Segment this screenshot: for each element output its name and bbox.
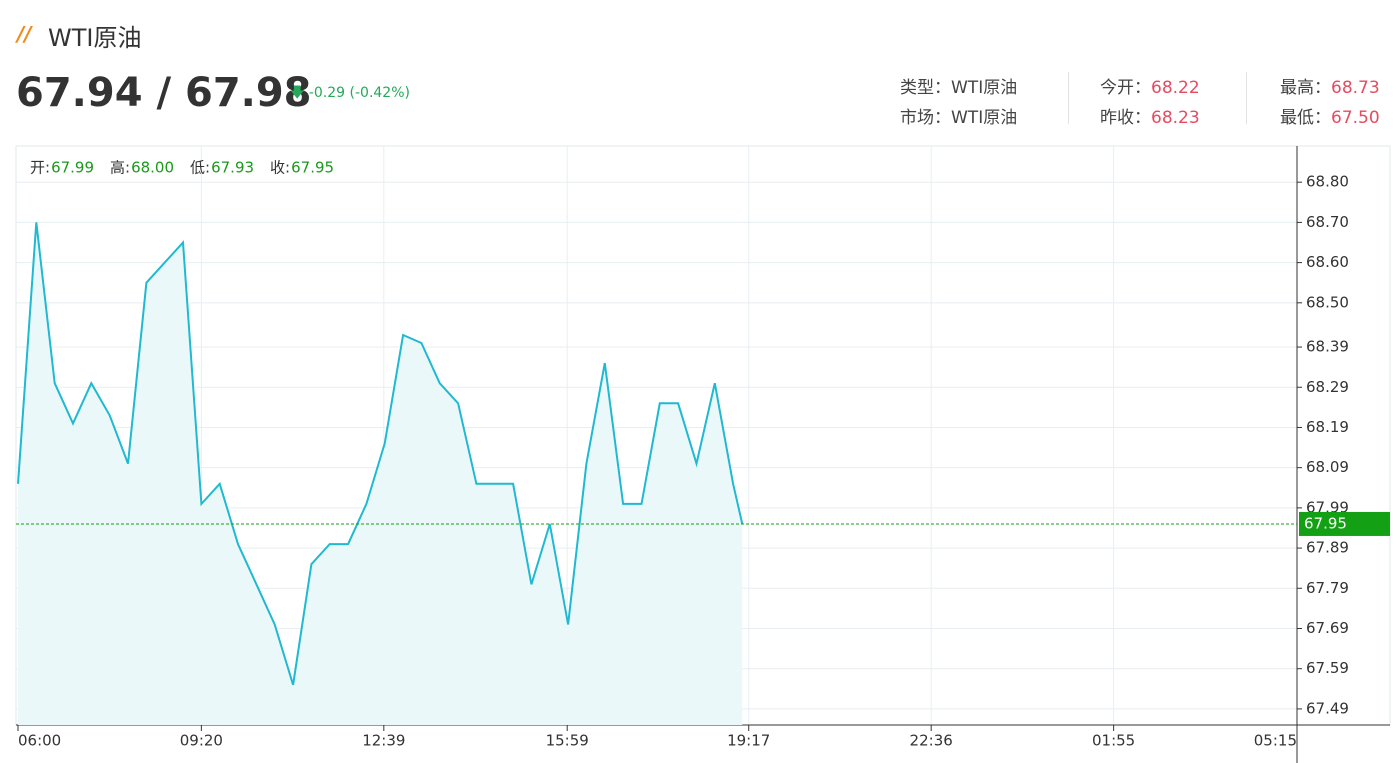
ohlc-label: 开: — [30, 159, 50, 177]
icon: // — [17, 22, 32, 46]
info-label: 今开： — [1100, 78, 1151, 98]
ohlc-label: 低: — [190, 159, 210, 177]
y-tick-label: 68.29 — [1306, 378, 1349, 396]
ohlc-value: 67.95 — [291, 159, 334, 177]
y-tick-label: 68.60 — [1306, 253, 1349, 271]
header: // WTI原油 67.94 / 67.98 🡇 -0.29 (-0.42%) … — [0, 0, 1398, 146]
x-tick-label: 19:17 — [727, 732, 770, 750]
y-tick-label: 68.09 — [1306, 458, 1349, 476]
change-value: -0.29 (-0.42%) — [308, 85, 410, 101]
info-item: 市场：WTI原油 — [900, 103, 1017, 128]
ohlc-label: 高: — [110, 159, 130, 177]
ohlc-value: 68.00 — [131, 159, 174, 177]
y-tick-label: 68.80 — [1306, 173, 1349, 191]
last-price-label: 67.95 — [1304, 514, 1347, 532]
y-tick-label: 68.19 — [1306, 418, 1349, 436]
y-tick-label: 67.79 — [1306, 579, 1349, 597]
separator — [1246, 72, 1247, 124]
info-value: 68.22 — [1151, 78, 1200, 98]
info-label: 最高： — [1280, 78, 1331, 98]
y-tick-label: 67.89 — [1306, 539, 1349, 557]
x-tick-label: 05:15 — [1254, 732, 1297, 750]
info-value: WTI原油 — [951, 78, 1018, 98]
title: WTI原油 — [48, 24, 142, 52]
info-label: 昨收： — [1100, 108, 1151, 128]
change: 🡇 -0.29 (-0.42%) — [290, 85, 410, 101]
info-item: 类型：WTI原油 — [900, 73, 1017, 98]
ohlc-value: 67.93 — [211, 159, 254, 177]
info-value: 67.50 — [1331, 108, 1380, 128]
y-tick-label: 67.69 — [1306, 619, 1349, 637]
ohlc-value: 67.99 — [51, 159, 94, 177]
x-tick-label: 12:39 — [362, 732, 405, 750]
x-tick-label: 06:00 — [18, 732, 61, 750]
y-tick-label: 68.70 — [1306, 213, 1349, 231]
info-label: 最低： — [1280, 108, 1331, 128]
y-tick-label: 67.59 — [1306, 659, 1349, 677]
price: 67.94 / 67.98 — [16, 70, 312, 116]
info-item: 最低：67.50 — [1280, 103, 1380, 128]
area — [18, 222, 743, 725]
y-tick-label: 68.50 — [1306, 293, 1349, 311]
x-tick-label: 15:59 — [546, 732, 589, 750]
info-value: 68.23 — [1151, 108, 1200, 128]
separator — [1068, 72, 1069, 124]
info-item: 今开：68.22 — [1100, 73, 1200, 98]
x-tick-label: 09:20 — [180, 732, 223, 750]
info-label: 类型： — [900, 78, 951, 98]
x-tick-label: 22:36 — [910, 732, 953, 750]
ohlc-label: 收: — [270, 159, 290, 177]
y-tick-label: 67.49 — [1306, 699, 1349, 717]
y-tick-label: 68.39 — [1306, 338, 1349, 356]
info-item: 最高：68.73 — [1280, 73, 1380, 98]
info-value: WTI原油 — [951, 108, 1018, 128]
price-line — [17, 222, 744, 686]
info-value: 68.73 — [1331, 78, 1380, 98]
last-price-box — [1299, 511, 1390, 536]
info-item: 昨收：68.23 — [1100, 103, 1200, 128]
x-tick-label: 01:55 — [1092, 732, 1135, 750]
info-label: 市场： — [900, 108, 951, 128]
y-tick-label: 67.99 — [1306, 498, 1349, 516]
